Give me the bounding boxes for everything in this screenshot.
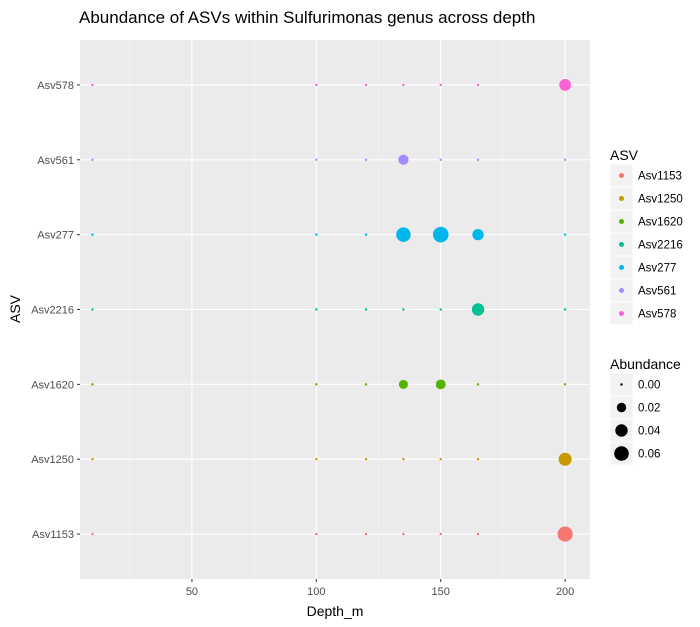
data-point: [91, 458, 94, 461]
data-point: [91, 308, 94, 311]
data-point: [315, 383, 318, 386]
data-point: [402, 532, 405, 536]
data-point: [315, 83, 318, 87]
legend-color-swatch: [619, 311, 624, 316]
data-point: [315, 532, 318, 536]
data-point: [432, 226, 449, 243]
x-tick-label: 50: [186, 586, 198, 598]
legend-color-swatch: [619, 242, 624, 247]
data-point: [402, 308, 405, 311]
data-point: [402, 458, 405, 461]
legend-size-swatch: [615, 424, 628, 437]
data-point: [476, 458, 480, 461]
data-point: [557, 526, 573, 542]
data-point: [364, 458, 368, 461]
data-point: [364, 233, 368, 236]
legend-size-label: 0.02: [638, 403, 660, 415]
data-point: [396, 227, 411, 242]
y-tick-label: Asv1620: [31, 379, 74, 391]
size-legend: Abundance 0.00 0.02 0.04 0.06: [609, 356, 681, 466]
legend-size-label: 0.04: [638, 426, 661, 438]
legend-size-label: 0.00: [638, 380, 660, 392]
legend-color-label: Asv561: [638, 286, 676, 298]
data-point: [91, 383, 94, 386]
color-legend-title: ASV: [610, 147, 639, 163]
y-tick-label: Asv1153: [32, 529, 74, 541]
legend-color-swatch: [619, 219, 624, 224]
data-point: [439, 458, 442, 461]
legend-color-label: Asv1153: [638, 171, 682, 183]
data-point: [439, 158, 442, 161]
y-tick-label: Asv578: [37, 80, 74, 92]
y-tick-label: Asv277: [37, 230, 74, 242]
data-point: [398, 154, 409, 165]
y-tick-label: Asv561: [37, 155, 74, 167]
x-axis-title: Depth_m: [307, 603, 364, 619]
data-point: [91, 233, 94, 236]
legend-color-label: Asv1620: [638, 217, 683, 229]
data-point: [563, 233, 567, 236]
legend-size-swatch: [616, 402, 627, 413]
legend-color-label: Asv277: [638, 263, 676, 275]
legend-color-label: Asv578: [638, 309, 676, 321]
data-point: [439, 308, 442, 311]
y-axis-title: ASV: [7, 294, 23, 323]
data-point: [476, 83, 480, 87]
data-point: [364, 308, 368, 311]
legend-color-label: Asv2216: [638, 240, 683, 252]
data-point: [364, 532, 368, 536]
legend-size-swatch: [620, 383, 623, 386]
data-point: [364, 158, 368, 161]
data-point: [315, 308, 318, 311]
data-point: [315, 158, 318, 161]
legend-color-swatch: [619, 288, 624, 293]
data-point: [435, 379, 446, 390]
data-point: [315, 458, 318, 461]
y-tick-label: Asv2216: [31, 305, 74, 317]
data-point: [91, 532, 94, 536]
data-point: [91, 158, 94, 161]
data-point: [439, 83, 442, 87]
data-point: [364, 383, 368, 386]
legend-color-label: Asv1250: [638, 194, 683, 206]
legend-size-label: 0.06: [638, 449, 660, 461]
data-points: [91, 79, 573, 542]
x-tick-label: 100: [307, 586, 325, 598]
data-point: [563, 158, 567, 161]
data-point: [439, 532, 442, 536]
data-point: [559, 79, 571, 91]
data-point: [364, 83, 368, 87]
legend-color-swatch: [619, 265, 624, 270]
y-tick-label: Asv1250: [31, 454, 74, 466]
data-point: [398, 379, 408, 389]
data-point: [471, 303, 485, 316]
data-point: [402, 83, 405, 87]
data-point: [472, 228, 484, 241]
data-point: [476, 158, 480, 161]
legend-color-swatch: [619, 196, 624, 201]
y-axis-ticks: Asv1153 Asv1250 Asv1620 Asv2216 Asv277 Asv561…: [31, 80, 80, 541]
data-point: [476, 383, 480, 386]
data-point: [476, 532, 480, 536]
x-tick-label: 150: [432, 586, 450, 598]
size-legend-title: Abundance: [610, 356, 681, 372]
data-point: [563, 308, 567, 311]
x-axis-ticks: 50 100 150 200: [186, 579, 574, 598]
chart-title: Abundance of ASVs within Sulfurimonas ge…: [79, 8, 535, 27]
data-point: [563, 383, 567, 386]
legend-size-swatch: [614, 446, 629, 461]
grid-lines: [80, 40, 590, 579]
legend-color-swatch: [619, 173, 624, 178]
data-point: [558, 452, 572, 466]
color-legend: ASV Asv1153 Asv1250 Asv1620 Asv2216 Asv277 As…: [609, 147, 683, 326]
data-point: [91, 83, 94, 87]
x-tick-label: 200: [556, 586, 574, 598]
data-point: [315, 233, 318, 236]
